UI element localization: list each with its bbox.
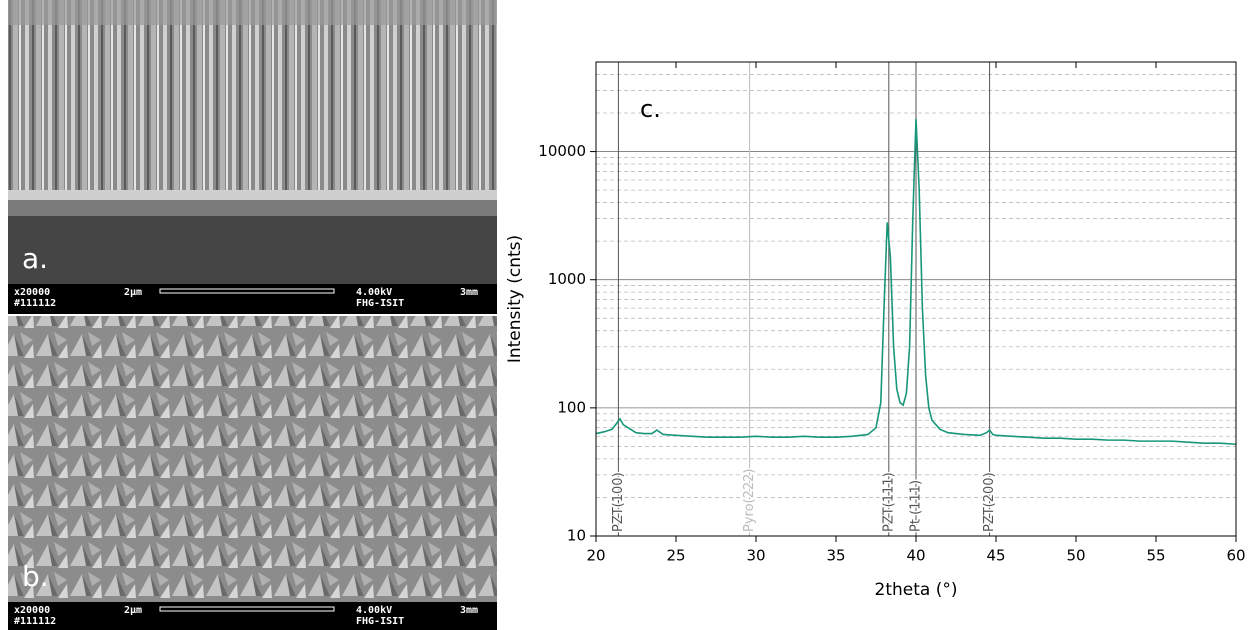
sem-info: 3mm [460, 287, 478, 298]
y-tick-label: 1000 [548, 270, 586, 288]
y-tick-label: 10000 [538, 142, 586, 160]
x-tick-label: 45 [986, 547, 1005, 565]
sem-info: FHG-ISIT [356, 298, 404, 309]
y-axis-title: Intensity (cnts) [505, 235, 525, 363]
x-tick-label: 40 [906, 547, 925, 565]
reference-label: Pt (111) [909, 480, 924, 532]
scale-bar [159, 288, 335, 294]
x-tick-label: 60 [1226, 547, 1245, 565]
panel-label: a. [22, 242, 48, 275]
x-tick-label: 35 [826, 547, 845, 565]
sem-info: 2µm [124, 605, 142, 616]
sem-image-a [8, 0, 497, 314]
plot-frame [595, 61, 1237, 537]
sem-info: 4.00kV [356, 287, 392, 298]
sem-info: 4.00kV [356, 605, 392, 616]
x-axis-title: 2theta (°) [875, 580, 958, 600]
reference-label: PZT(200) [982, 472, 997, 532]
reference-label: PZT(111) [881, 472, 896, 532]
x-tick-label: 25 [666, 547, 685, 565]
reference-label: Pyro(222) [742, 468, 757, 532]
x-tick-label: 50 [1066, 547, 1085, 565]
sem-image-b [8, 316, 497, 630]
y-tick-label: 100 [557, 398, 586, 416]
sem-info: #111112 [14, 616, 56, 627]
x-tick-label: 20 [586, 547, 605, 565]
sem-info: 2µm [124, 287, 142, 298]
sem-info: x20000 [14, 605, 50, 616]
data-line [595, 118, 1237, 446]
scale-bar [159, 606, 335, 612]
annotation: c. [640, 95, 661, 123]
sem-info: FHG-ISIT [356, 616, 404, 627]
reference-label: PZT(100) [611, 472, 626, 532]
y-tick-label: 10 [567, 527, 586, 545]
x-tick-label: 30 [746, 547, 765, 565]
sem-info: x20000 [14, 287, 50, 298]
sem-info: 3mm [460, 605, 478, 616]
sem-info: #111112 [14, 298, 56, 309]
x-tick-label: 55 [1146, 547, 1165, 565]
panel-label: b. [22, 560, 49, 593]
